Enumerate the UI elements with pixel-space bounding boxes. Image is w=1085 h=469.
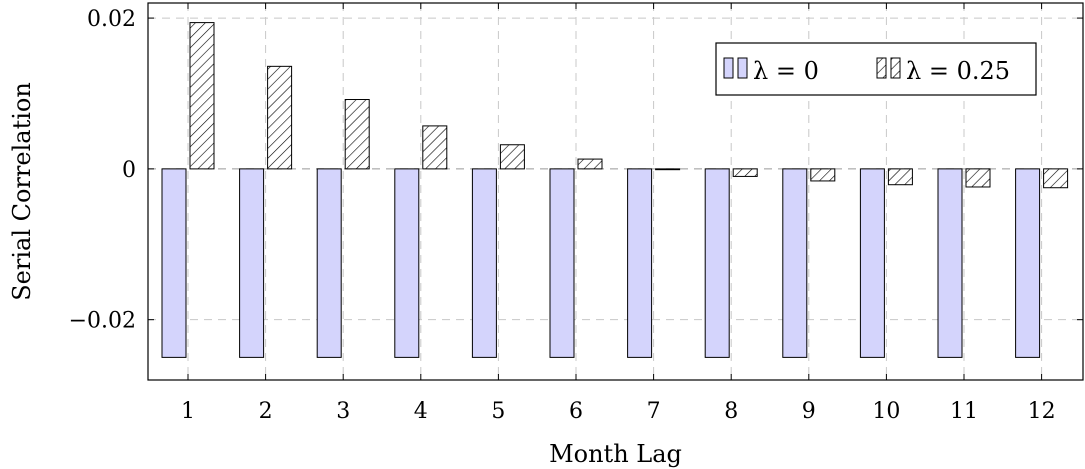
x-tick-label: 12 (1028, 399, 1056, 424)
bar-lambda-025-lag-9 (810, 168, 836, 182)
x-axis-title: Month Lag (549, 440, 682, 468)
legend-label-lambda-0: λ = 0 (753, 57, 819, 85)
x-tick-label: 7 (647, 399, 661, 424)
legend-swatch-lambda-025 (876, 57, 887, 79)
legend-swatch-lambda-025 (890, 57, 901, 79)
x-tick-label: 10 (872, 399, 900, 424)
bar-lambda-0-lag-3 (316, 168, 342, 358)
legend-swatch-lambda-0 (723, 57, 734, 79)
bar-lambda-0-lag-4 (394, 168, 420, 358)
x-tick-label: 8 (724, 399, 738, 424)
legend-swatch-lambda-0 (737, 57, 748, 79)
bar-lambda-025-lag-8 (732, 168, 758, 177)
x-tick-label: 4 (414, 399, 428, 424)
x-tick-label: 6 (569, 399, 583, 424)
bar-lambda-025-lag-1 (189, 22, 215, 170)
bar-lambda-025-lag-3 (344, 99, 370, 170)
x-tick-label: 1 (181, 399, 195, 424)
x-tick-label: 3 (336, 399, 350, 424)
y-tick-label: −0.02 (69, 309, 136, 334)
bar-lambda-0-lag-1 (161, 168, 187, 358)
bar-lambda-025-lag-2 (267, 65, 293, 170)
y-tick-label: 0.02 (87, 7, 136, 32)
bar-lambda-0-lag-8 (704, 168, 730, 358)
y-axis-title: Serial Correlation (8, 82, 36, 301)
bar-lambda-0-lag-9 (782, 168, 808, 358)
bar-lambda-025-lag-11 (965, 168, 991, 188)
bar-lambda-0-lag-12 (1015, 168, 1041, 358)
x-tick-label: 2 (259, 399, 273, 424)
bars (161, 22, 1069, 358)
bar-lambda-025-lag-4 (422, 125, 448, 170)
x-tick-label: 5 (491, 399, 505, 424)
legend-box (715, 42, 1037, 96)
x-tick-label: 9 (802, 399, 816, 424)
bar-lambda-0-lag-10 (859, 168, 885, 358)
bar-lambda-025-lag-7 (655, 168, 681, 171)
legend-label-lambda-025: λ = 0.25 (906, 57, 1010, 85)
bar-lambda-025-lag-12 (1043, 168, 1069, 189)
bar-lambda-025-lag-5 (499, 144, 525, 170)
y-tick-label: 0 (122, 158, 136, 183)
bar-lambda-025-lag-6 (577, 158, 603, 170)
plot-frame (147, 2, 1084, 381)
bar-lambda-0-lag-5 (471, 168, 497, 358)
bar-lambda-025-lag-10 (887, 168, 913, 186)
legend: λ = 0 λ = 0.25 (715, 42, 1037, 96)
bar-lambda-0-lag-2 (239, 168, 265, 358)
bar-lambda-0-lag-11 (937, 168, 963, 358)
bar-lambda-0-lag-7 (627, 168, 653, 358)
x-tick-label: 11 (950, 399, 978, 424)
bar-lambda-0-lag-6 (549, 168, 575, 358)
